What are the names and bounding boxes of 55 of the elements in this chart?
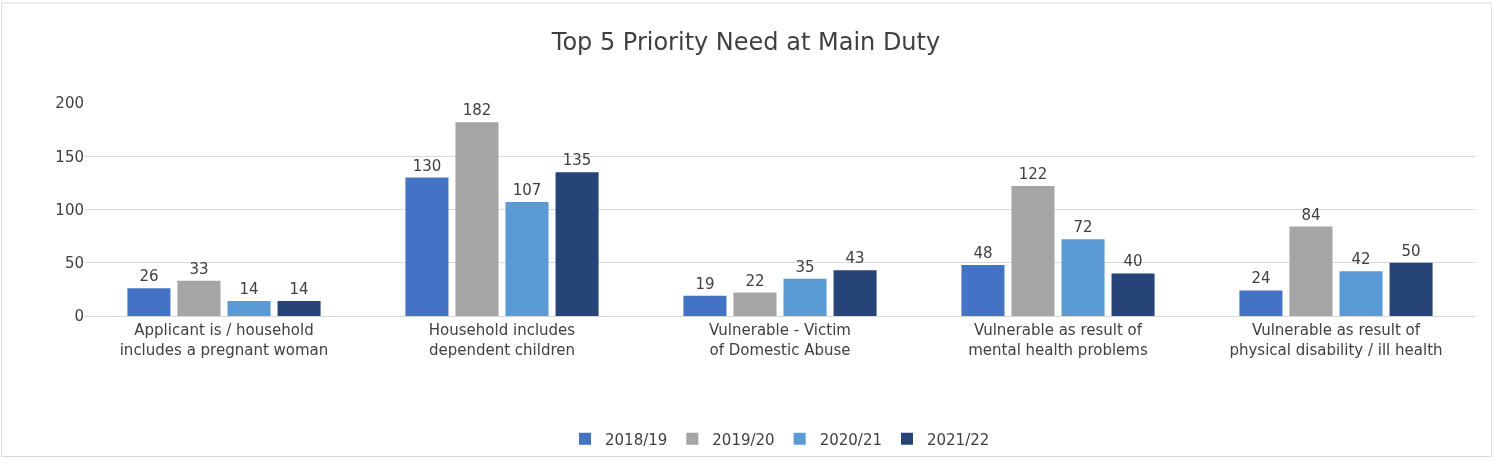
y-tick-label: 200 [55, 94, 84, 113]
bar [1111, 273, 1155, 316]
bar [227, 301, 271, 316]
bar [277, 301, 321, 316]
bar [555, 172, 599, 316]
data-label: 33 [189, 259, 209, 278]
data-label: 72 [1073, 218, 1093, 237]
bar [1061, 239, 1105, 316]
bar [1339, 271, 1383, 316]
bar [1011, 186, 1055, 316]
y-tick-label: 50 [64, 254, 84, 272]
bar [1239, 290, 1283, 316]
legend-label: 2021/22 [926, 430, 990, 449]
bar [683, 295, 727, 316]
bar [1389, 262, 1433, 316]
data-label: 35 [795, 257, 815, 276]
x-tick-label: Vulnerable as result of mental health problems [968, 321, 1148, 359]
legend-label: 2020/21 [819, 430, 882, 449]
bar [405, 177, 449, 316]
bar [733, 292, 777, 316]
y-tick-label: 100 [55, 200, 84, 219]
data-label: 130 [412, 156, 442, 175]
bar [961, 264, 1005, 316]
legend-label: 2018/19 [605, 430, 668, 449]
legend-label: 2019/20 [712, 430, 775, 449]
data-label: 24 [1251, 269, 1271, 288]
x-tick-label: Household includes dependent children [428, 321, 576, 359]
bar [127, 288, 171, 316]
data-label: 14 [289, 280, 309, 299]
data-label: 42 [1351, 250, 1371, 269]
data-label: 122 [1018, 165, 1048, 184]
bar [177, 280, 221, 316]
data-label: 22 [745, 271, 765, 290]
data-label: 40 [1123, 252, 1143, 271]
chart-title: Top 5 Priority Need at Main Duty [550, 27, 941, 56]
data-label: 14 [239, 280, 259, 299]
data-label: 182 [462, 101, 492, 120]
bar [833, 270, 877, 316]
bar [505, 202, 549, 316]
data-label: 50 [1401, 241, 1421, 260]
bar [783, 278, 827, 316]
y-tick-label: 0 [74, 307, 84, 326]
data-label: 107 [512, 181, 542, 200]
data-label: 19 [695, 274, 715, 293]
data-label: 48 [973, 243, 993, 262]
x-tick-label: Vulnerable as result of physical disability / ill health [1229, 321, 1443, 359]
data-label: 43 [845, 249, 865, 268]
bar [1289, 226, 1333, 316]
data-label: 84 [1301, 205, 1321, 224]
x-tick-label: Applicant is / household includes a pregnant woman [119, 321, 329, 359]
bar [455, 122, 499, 316]
y-tick-label: 150 [55, 147, 84, 166]
data-label: 26 [139, 267, 159, 286]
x-tick-label: Vulnerable - Victim of Domestic Abuse [709, 321, 851, 359]
data-label: 135 [562, 151, 592, 170]
